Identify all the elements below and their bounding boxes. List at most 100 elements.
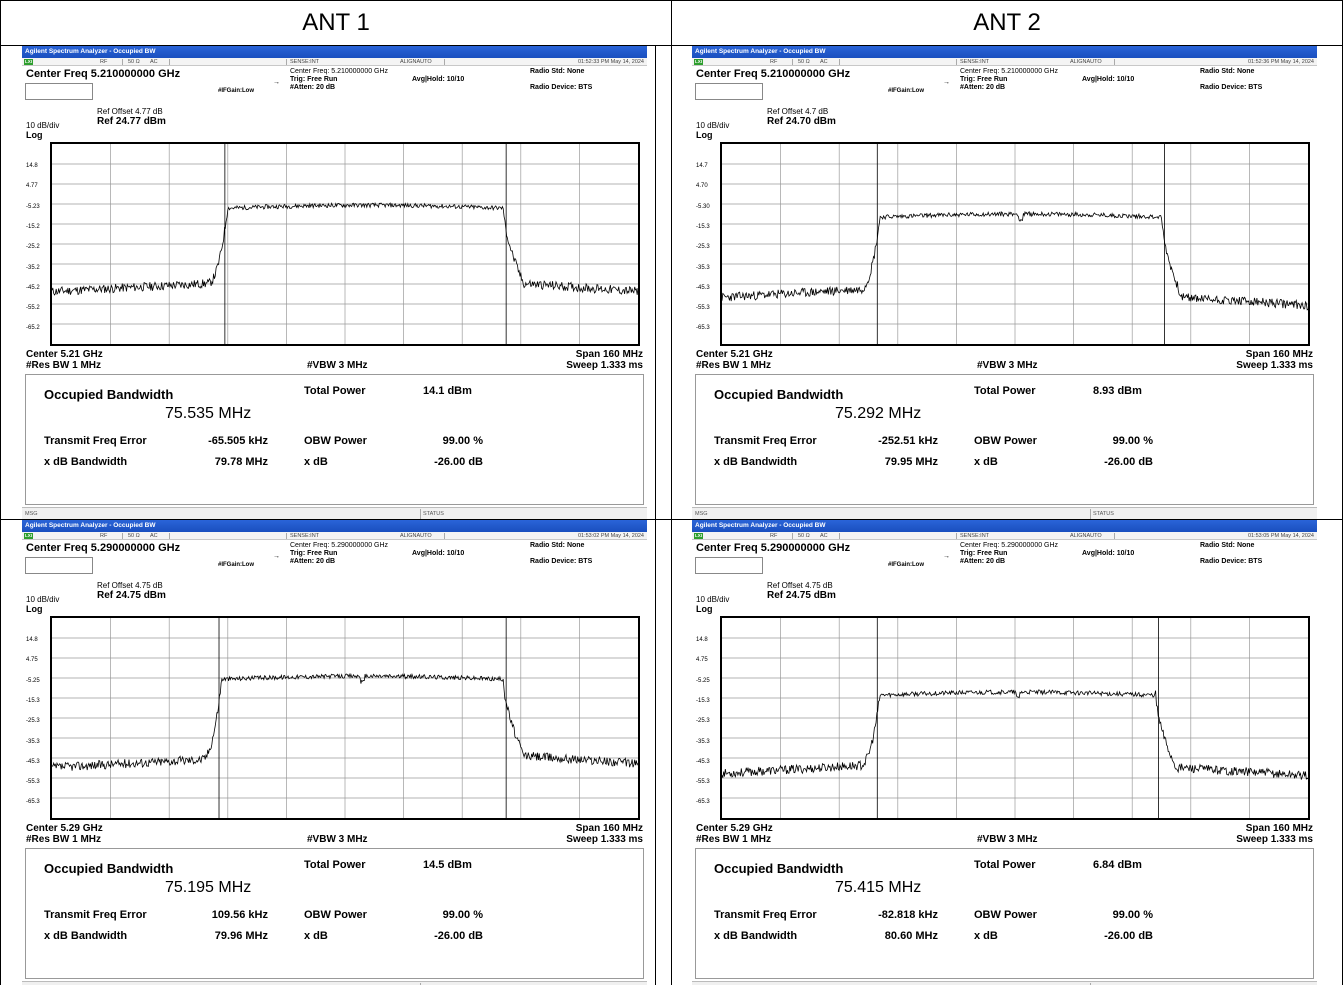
center-label: Center 5.21 GHz (26, 349, 103, 360)
xdb-bandwidth-value: 79.78 MHz (214, 456, 268, 468)
spectrum-plot-area[interactable] (50, 142, 640, 346)
xdb-label: x dB (304, 930, 328, 942)
y-tick-label: -65.3 (696, 799, 710, 806)
spectrum-trace-svg (52, 144, 638, 344)
sweep-label: Sweep 1.333 ms (566, 360, 643, 371)
xdb-bandwidth-value: 80.60 MHz (884, 930, 938, 942)
center-freq-setting: Center Freq: 5.290000000 GHz (960, 542, 1059, 549)
ifgain-setting: #IFGain:Low (888, 88, 924, 94)
radio-std-setting: Radio Std: None (1200, 542, 1255, 549)
y-tick-label: -35.3 (26, 738, 40, 745)
ref-offset-label: Ref Offset 4.75 dB (97, 581, 163, 590)
radio-device-setting: Radio Device: BTS (1200, 84, 1263, 91)
center-freq-title[interactable]: Center Freq 5.210000000 GHz (696, 68, 851, 80)
spectrum-trace (52, 672, 638, 771)
spectrum-plot-area[interactable] (720, 616, 1310, 820)
center-freq-title[interactable]: Center Freq 5.290000000 GHz (26, 542, 181, 554)
scale-div-label: 10 dB/div (696, 121, 730, 130)
rf-indicator: RF (100, 533, 108, 539)
span-label: Span 160 MHz (1245, 349, 1313, 360)
occupied-bandwidth-label: Occupied Bandwidth (44, 387, 174, 402)
occupied-bandwidth-value: 75.535 MHz (165, 405, 252, 422)
header-ant2: ANT 2 (973, 9, 1041, 36)
radio-device-setting: Radio Device: BTS (530, 558, 593, 565)
transmit-freq-error-label: Transmit Freq Error (44, 435, 147, 447)
align-indicator: ALIGNAUTO (400, 533, 432, 539)
total-power-label: Total Power (304, 859, 366, 871)
status-indicator: STATUS (1093, 511, 1114, 517)
xdb-bandwidth-label: x dB Bandwidth (44, 930, 128, 942)
trig-setting: Trig: Free Run (290, 76, 338, 83)
trigger-arrow-icon: → (943, 79, 950, 86)
vbw-label: #VBW 3 MHz (307, 834, 368, 845)
xdb-bandwidth-label: x dB Bandwidth (44, 456, 128, 468)
lxi-indicator-icon: LXI (694, 59, 703, 65)
coupling-indicator: AC (150, 533, 158, 539)
total-power-label: Total Power (974, 385, 1036, 397)
occupied-bandwidth-label: Occupied Bandwidth (44, 861, 174, 876)
log-scale-label: Log (696, 130, 713, 140)
scale-div-label: 10 dB/div (696, 595, 730, 604)
sense-indicator: SENSE:INT (960, 59, 990, 65)
numeric-entry-field[interactable] (25, 83, 93, 100)
rf-indicator: RF (100, 59, 108, 65)
occupied-bandwidth-value: 75.195 MHz (165, 879, 252, 896)
instrument-status-strip: LXI RF 50 Ω AC SENSE:INT ALIGNAUTO 01:53… (22, 532, 647, 540)
y-tick-label: -55.3 (696, 305, 710, 312)
sense-indicator: SENSE:INT (290, 533, 320, 539)
impedance-indicator: 50 Ω (798, 59, 810, 65)
y-tick-label: -55.2 (26, 305, 40, 312)
center-freq-title[interactable]: Center Freq 5.290000000 GHz (696, 542, 851, 554)
obw-power-value: 99.00 % (442, 435, 483, 447)
avg-hold-setting: Avg|Hold: 10/10 (412, 550, 465, 557)
scale-div-label: 10 dB/div (26, 121, 60, 130)
align-indicator: ALIGNAUTO (1070, 59, 1102, 65)
y-tick-label: -15.3 (696, 697, 710, 704)
radio-device-setting: Radio Device: BTS (1200, 558, 1263, 565)
radio-std-setting: Radio Std: None (530, 542, 585, 549)
instrument-status-strip: LXI RF 50 Ω AC SENSE:INT ALIGNAUTO 01:52… (692, 58, 1317, 66)
avg-hold-setting: Avg|Hold: 10/10 (412, 76, 465, 83)
radio-std-setting: Radio Std: None (1200, 68, 1255, 75)
y-tick-label: 4.70 (696, 183, 708, 190)
transmit-freq-error-value: 109.56 kHz (211, 909, 268, 921)
xdb-value: -26.00 dB (1104, 930, 1153, 942)
res-bw-label: #Res BW 1 MHz (26, 360, 102, 371)
spectrum-analyzer-window: Agilent Spectrum Analyzer - Occupied BW … (22, 520, 647, 985)
impedance-indicator: 50 Ω (128, 533, 140, 539)
instrument-status-strip: LXI RF 50 Ω AC SENSE:INT ALIGNAUTO 01:53… (692, 532, 1317, 540)
ref-level-label: Ref 24.70 dBm (767, 116, 836, 127)
trigger-arrow-icon: → (273, 79, 280, 86)
y-tick-label: -5.23 (26, 203, 40, 210)
spectrum-trace-svg (722, 618, 1308, 818)
transmit-freq-error-value: -82.818 kHz (878, 909, 938, 921)
avg-hold-setting: Avg|Hold: 10/10 (1082, 76, 1135, 83)
trig-setting: Trig: Free Run (290, 550, 338, 557)
rf-indicator: RF (770, 533, 778, 539)
spectrum-plot-area[interactable] (720, 142, 1310, 346)
numeric-entry-field[interactable] (25, 557, 93, 574)
xdb-label: x dB (304, 456, 328, 468)
log-scale-label: Log (26, 604, 43, 614)
sweep-label: Sweep 1.333 ms (1236, 360, 1313, 371)
total-power-label: Total Power (304, 385, 366, 397)
ifgain-setting: #IFGain:Low (218, 88, 254, 94)
numeric-entry-field[interactable] (695, 83, 763, 100)
transmit-freq-error-label: Transmit Freq Error (714, 909, 817, 921)
numeric-entry-field[interactable] (695, 557, 763, 574)
y-tick-label: -25.2 (26, 244, 40, 251)
window-title-bar: Agilent Spectrum Analyzer - Occupied BW (22, 46, 647, 58)
radio-std-setting: Radio Std: None (530, 68, 585, 75)
avg-hold-setting: Avg|Hold: 10/10 (1082, 550, 1135, 557)
y-tick-label: -45.2 (26, 284, 40, 291)
center-freq-title[interactable]: Center Freq 5.210000000 GHz (26, 68, 181, 80)
align-indicator: ALIGNAUTO (400, 59, 432, 65)
table-column-divider (671, 0, 672, 985)
total-power-value: 8.93 dBm (1093, 385, 1142, 397)
y-tick-label: -55.3 (696, 779, 710, 786)
occupied-bandwidth-value: 75.292 MHz (835, 405, 922, 422)
spectrum-plot-area[interactable] (50, 616, 640, 820)
spectrum-analyzer-window: Agilent Spectrum Analyzer - Occupied BW … (692, 520, 1317, 985)
spectrum-trace (52, 202, 638, 296)
xdb-bandwidth-value: 79.95 MHz (884, 456, 938, 468)
